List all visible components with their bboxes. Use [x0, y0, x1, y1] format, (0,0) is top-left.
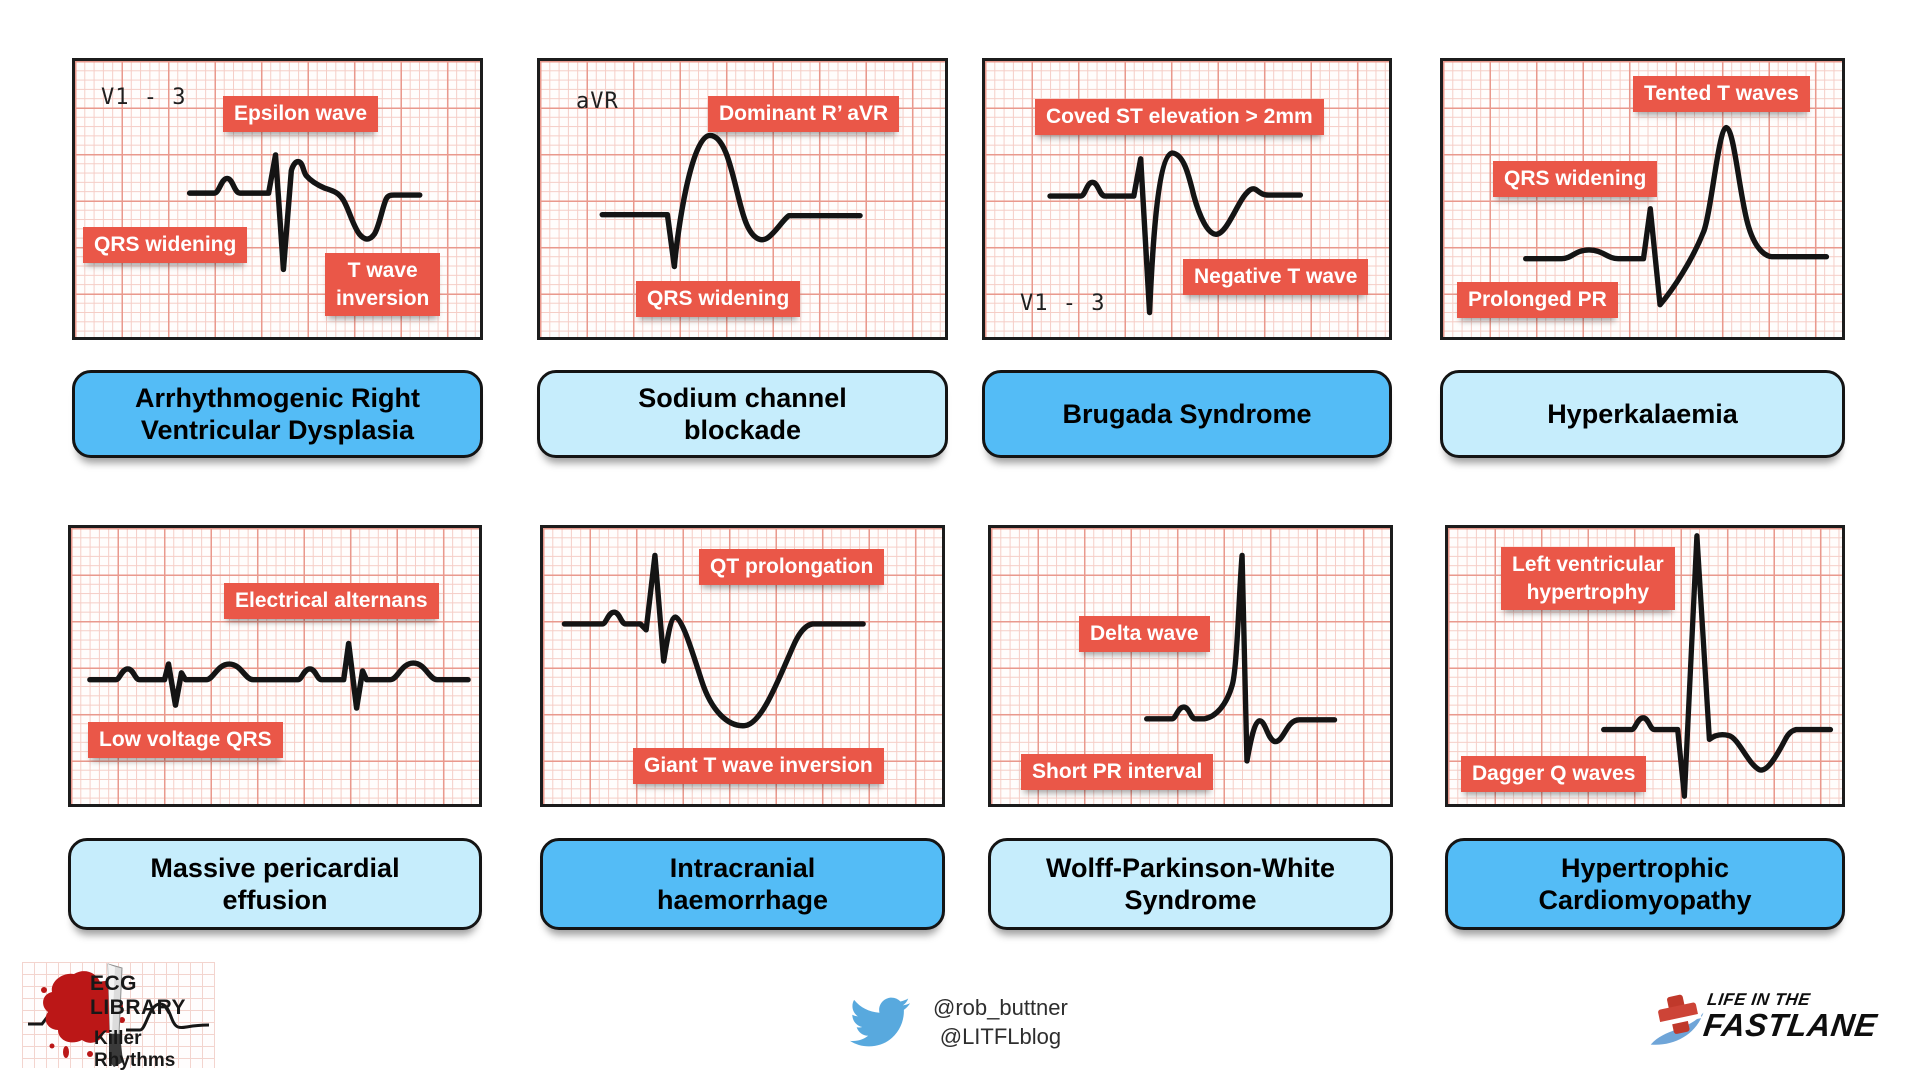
ecg-logo-line3: Killer Rhythms — [94, 1028, 176, 1071]
diagnosis-sodium-channel: Sodium channel blockade — [537, 370, 948, 458]
annotation-qrs-widening: QRS widening — [83, 227, 248, 263]
annotation-qrs-widening: QRS widening — [1493, 161, 1658, 197]
ecg-trace-arvd — [186, 152, 423, 273]
ecg-panel-brugada: Coved ST elevation > 2mm V1 - 3 Negative… — [982, 58, 1392, 340]
ecg-panel-intracranial-haemorrhage: QT prolongation Giant T wave inversion — [540, 525, 945, 807]
ecg-panel-wpw: Delta wave Short PR interval — [988, 525, 1393, 807]
annotation-epsilon-wave: Epsilon wave — [223, 96, 379, 132]
ecg-trace-brugada — [1047, 150, 1304, 316]
annotation-dagger-q-waves: Dagger Q waves — [1461, 756, 1647, 792]
annotation-coved-st-elevation: Coved ST elevation > 2mm — [1035, 99, 1324, 135]
twitter-handle-author: @rob_buttner — [933, 994, 1068, 1020]
litfl-logo-icon — [1650, 994, 1704, 1045]
ecg-panel-hcm: Left ventricular hypertrophy Dagger Q wa… — [1445, 525, 1845, 807]
ecg-trace-sodium-channel — [599, 132, 863, 270]
annotation-giant-t-wave-inversion: Giant T wave inversion — [633, 748, 884, 784]
ecg-panel-arvd: V1 - 3 Epsilon wave QRS widening T wave … — [72, 58, 483, 340]
ecg-logo-line1: ECG — [90, 972, 138, 995]
annotation-left-ventricular-hypertrophy: Left ventricular hypertrophy — [1501, 547, 1675, 611]
knife-handle — [109, 1034, 123, 1067]
twitter-credit: @rob_buttner @LITFLblog — [845, 992, 1068, 1052]
ecg-panel-sodium-channel: aVR Dominant R’ aVR QRS widening — [537, 58, 948, 340]
annotation-negative-t-wave: Negative T wave — [1183, 259, 1369, 295]
lead-label: aVR — [576, 89, 619, 114]
ecg-panel-hyperkalaemia: Tented T waves QRS widening Prolonged PR — [1440, 58, 1845, 340]
ecg-trace-pericardial-effusion — [87, 640, 471, 711]
diagnosis-brugada: Brugada Syndrome — [982, 370, 1392, 458]
blood-splatter — [43, 971, 123, 1043]
annotation-dominant-r-avr: Dominant R’ aVR — [708, 96, 900, 132]
annotation-prolonged-pr: Prolonged PR — [1457, 282, 1618, 318]
twitter-icon — [850, 997, 911, 1047]
annotation-electrical-alternans: Electrical alternans — [224, 583, 439, 619]
annotation-qt-prolongation: QT prolongation — [699, 549, 885, 585]
lead-label: V1 - 3 — [1020, 291, 1106, 316]
annotation-qrs-widening: QRS widening — [636, 281, 801, 317]
ecg-logo-trace-right — [126, 1002, 210, 1032]
ecg-trace-hyperkalaemia — [1523, 124, 1830, 308]
ecg-panel-pericardial-effusion: Electrical alternans Low voltage QRS — [68, 525, 482, 807]
annotation-low-voltage-qrs: Low voltage QRS — [88, 722, 283, 758]
lead-label: V1 - 3 — [101, 85, 187, 110]
diagnosis-hcm: Hypertrophic Cardiomyopathy — [1445, 838, 1845, 930]
annotation-tented-t-waves: Tented T waves — [1633, 76, 1810, 112]
litfl-logo-text: LIFE IN THE FASTLANE — [1701, 990, 1881, 1044]
ecg-trace-wpw — [1144, 552, 1338, 764]
litfl-logo: LIFE IN THE FASTLANE — [1645, 990, 1881, 1052]
annotation-t-wave-inversion: T wave inversion — [325, 253, 441, 317]
twitter-handles: @rob_buttner @LITFLblog — [933, 993, 1068, 1051]
twitter-handle-litfl: @LITFLblog — [939, 1024, 1062, 1049]
litfl-blue-swoosh — [1650, 1012, 1704, 1045]
annotation-delta-wave: Delta wave — [1079, 616, 1210, 652]
diagnosis-arvd: Arrhythmogenic Right Ventricular Dysplas… — [72, 370, 483, 458]
ecg-trace-hcm — [1601, 533, 1834, 799]
diagnosis-intracranial-haemorrhage: Intracranial haemorrhage — [540, 838, 945, 930]
ecg-trace-intracranial-haemorrhage — [561, 552, 866, 729]
ecg-library-logo-art — [28, 963, 210, 1067]
diagnosis-hyperkalaemia: Hyperkalaemia — [1440, 370, 1845, 458]
litfl-line2: FASTLANE — [1701, 1007, 1880, 1043]
diagnosis-wpw: Wolff-Parkinson-White Syndrome — [988, 838, 1393, 930]
ecg-logo-line2: LIBRARY — [90, 996, 187, 1019]
ecg-library-logo: ECG LIBRARY Killer Rhythms — [22, 962, 215, 1071]
annotation-short-pr-interval: Short PR interval — [1021, 754, 1214, 790]
diagnosis-pericardial-effusion: Massive pericardial effusion — [68, 838, 482, 930]
